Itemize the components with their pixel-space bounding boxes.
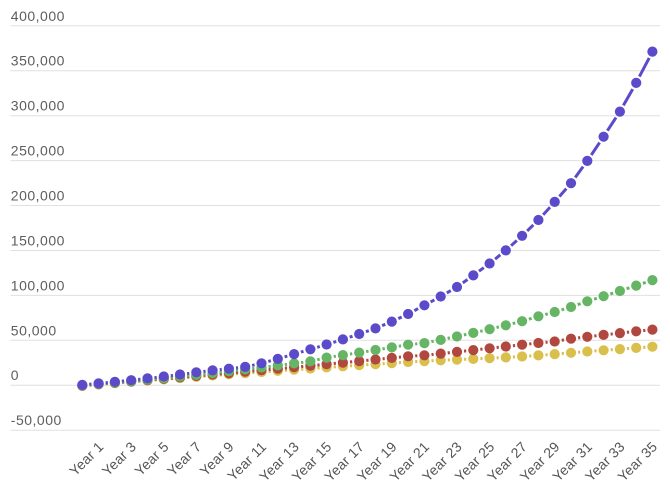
svg-text:300,000: 300,000 [11, 98, 65, 114]
svg-text:100,000: 100,000 [11, 277, 65, 293]
svg-text:200,000: 200,000 [11, 188, 65, 204]
svg-text:400,000: 400,000 [11, 8, 65, 24]
svg-text:250,000: 250,000 [11, 143, 65, 159]
svg-text:350,000: 350,000 [11, 53, 65, 69]
svg-text:50,000: 50,000 [11, 322, 57, 338]
svg-text:0: 0 [11, 367, 19, 383]
svg-text:-50,000: -50,000 [11, 412, 62, 428]
svg-text:150,000: 150,000 [11, 233, 65, 249]
